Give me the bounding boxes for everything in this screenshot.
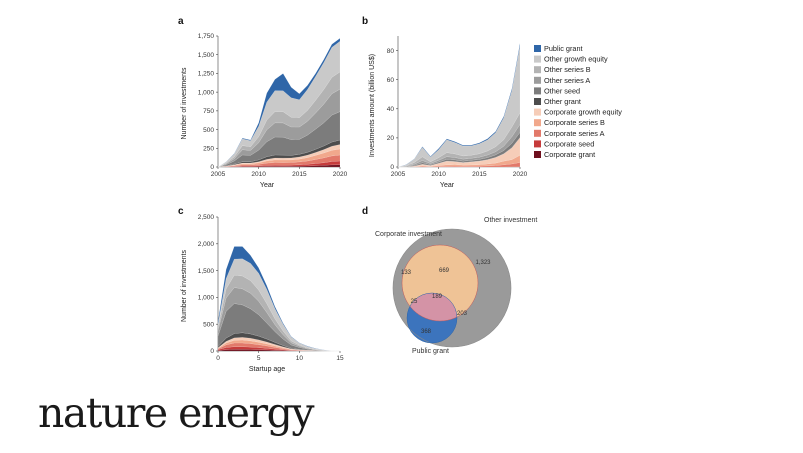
- legend-label: Other seed: [544, 86, 580, 95]
- venn-value-corporate: 133: [401, 270, 412, 276]
- legend-label: Public grant: [544, 44, 583, 53]
- venn-label-other: Other investment: [484, 217, 537, 224]
- venn-value-corp-other: 669: [439, 268, 450, 274]
- x-tick-label: 15: [336, 355, 344, 362]
- venn-value-all: 189: [432, 294, 443, 300]
- legend-label: Corporate grant: [544, 150, 595, 159]
- legend-swatch: [534, 140, 541, 148]
- x-tick-label: 2015: [292, 171, 307, 178]
- venn-value-corp-public: 25: [411, 299, 418, 305]
- legend-swatch: [534, 108, 541, 116]
- x-tick-label: 2010: [251, 171, 266, 178]
- area-other-series-b: [217, 275, 341, 352]
- y-tick-label: 60: [387, 77, 395, 84]
- y-tick-label: 20: [387, 135, 395, 142]
- venn-value-other: 1,323: [475, 260, 491, 266]
- legend-label: Corporate series A: [544, 129, 605, 138]
- y-tick-label: 500: [203, 127, 214, 134]
- venn-corp-public-overlap: [407, 293, 457, 321]
- panel-label-c: c: [178, 206, 184, 217]
- venn-label-corporate: Corporate investment: [375, 231, 442, 238]
- y-tick-label: 0: [390, 164, 394, 171]
- y-tick-label: 250: [203, 145, 214, 152]
- y-tick-label: 0: [210, 164, 214, 171]
- x-axis-label: Startup age: [249, 366, 285, 373]
- legend-label: Other series A: [544, 76, 590, 85]
- legend-label: Other series B: [544, 65, 591, 74]
- area-corporate-series-a: [398, 162, 521, 168]
- area-public-grant: [397, 43, 521, 168]
- legend-swatch: [534, 45, 541, 52]
- y-tick-label: 1,500: [198, 268, 215, 275]
- legend-label: Other grant: [544, 97, 581, 106]
- area-other-growth-equity: [217, 258, 341, 352]
- legend-swatch: [534, 129, 541, 137]
- venn-label-public: Public grant: [412, 348, 449, 355]
- x-tick-label: 2005: [211, 171, 226, 178]
- y-tick-label: 500: [203, 321, 214, 328]
- area-other-series-a: [217, 287, 341, 352]
- x-tick-label: 2015: [472, 171, 487, 178]
- venn-value-public: 368: [421, 329, 432, 335]
- legend-label: Other growth equity: [544, 55, 608, 64]
- area-corporate-growth-equity: [398, 137, 521, 168]
- area-corporate-series-b: [398, 154, 521, 168]
- area-corporate-series-a: [217, 154, 341, 168]
- x-tick-label: 2020: [333, 171, 348, 178]
- legend-label: Corporate growth equity: [544, 108, 622, 117]
- y-tick-label: 2,500: [198, 214, 215, 221]
- y-tick-label: 1,000: [198, 295, 215, 302]
- area-corporate-growth-equity: [217, 144, 341, 168]
- legend-swatch: [534, 119, 541, 127]
- legend-swatch: [534, 55, 541, 63]
- y-tick-label: 40: [387, 106, 395, 113]
- y-tick-label: 750: [203, 108, 214, 115]
- y-tick-label: 2,000: [198, 241, 215, 248]
- x-tick-label: 10: [296, 355, 304, 362]
- x-tick-label: 0: [216, 355, 220, 362]
- x-tick-label: 2010: [431, 171, 446, 178]
- x-tick-label: 2005: [391, 171, 406, 178]
- panel-c-chart: 0 5 10 15 0 500 1,000 1,500 2,000 2,500 Startup ag…: [181, 214, 344, 373]
- panel-label-b: b: [362, 16, 368, 27]
- area-other-seed: [217, 303, 341, 352]
- x-axis-label: Year: [260, 182, 275, 189]
- y-axis-label: Number of investments: [181, 67, 188, 139]
- panel-label-a: a: [178, 16, 184, 27]
- venn-diagram: Corporate investment Other investment Pu…: [375, 217, 537, 355]
- journal-logo: nature energy: [38, 389, 315, 437]
- legend-label: Corporate seed: [544, 139, 594, 148]
- venn-value-other-public: 203: [457, 311, 468, 317]
- y-axis-label: Number of investments: [181, 250, 188, 322]
- y-tick-label: 1,000: [198, 89, 215, 96]
- legend-label: Corporate series B: [544, 118, 605, 127]
- y-tick-label: 1,750: [198, 33, 215, 40]
- panel-a-chart: 2005 2010 2015 2020 0 250 500 750 1,000 1,250 1,50…: [181, 33, 348, 189]
- legend-swatch: [534, 66, 541, 74]
- y-axis-label: Investments amount (billion US$): [369, 54, 376, 157]
- x-tick-label: 2020: [513, 171, 528, 178]
- legend-swatch: [534, 76, 541, 84]
- legend-swatch: [534, 151, 541, 158]
- panel-label-d: d: [362, 206, 368, 217]
- y-tick-label: 1,250: [198, 71, 215, 78]
- x-axis-label: Year: [440, 182, 455, 189]
- y-tick-label: 80: [387, 48, 395, 55]
- area-public-grant: [217, 246, 341, 352]
- area-public-grant: [217, 37, 341, 168]
- area-corporate-seed: [217, 160, 341, 168]
- panel-b-chart: 2005 2010 2015 2020 0 20 40 60 80 Year Investments…: [369, 36, 528, 189]
- legend-swatch: [534, 98, 541, 105]
- x-tick-label: 5: [257, 355, 261, 362]
- y-tick-label: 0: [210, 348, 214, 355]
- legend-swatch: [534, 87, 541, 95]
- y-tick-label: 1,500: [198, 52, 215, 59]
